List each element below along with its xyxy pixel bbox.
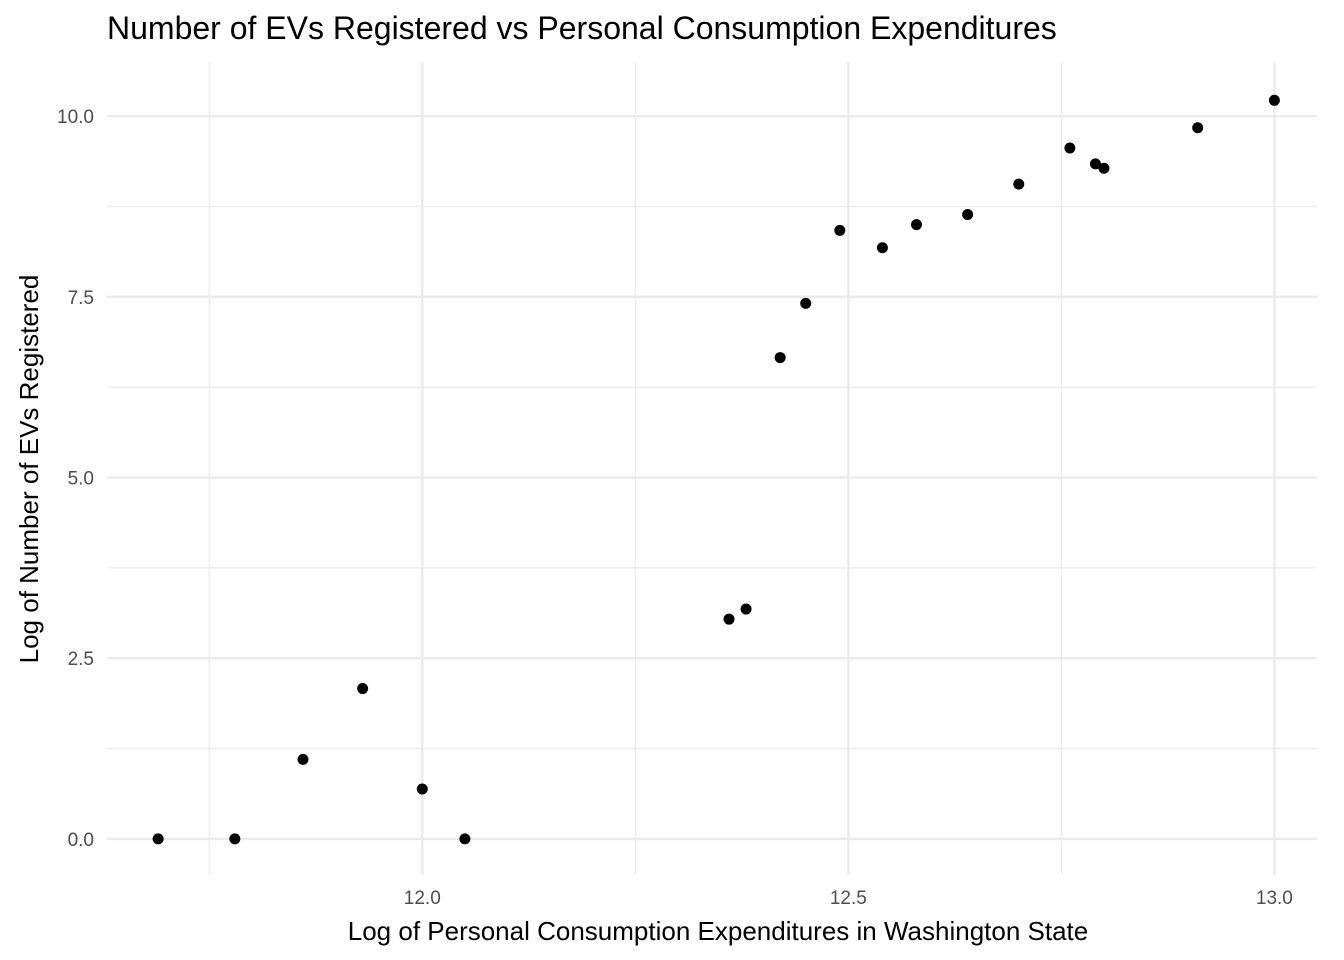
y-axis-title: Log of Number of EVs Registered — [14, 275, 44, 664]
y-tick-label: 10.0 — [57, 107, 94, 128]
data-point — [911, 219, 923, 231]
data-point — [1098, 162, 1110, 174]
y-tick-label: 0.0 — [68, 830, 94, 851]
data-point — [740, 603, 752, 615]
data-point — [876, 242, 888, 254]
data-point — [416, 783, 428, 795]
data-point — [1089, 158, 1101, 170]
data-point — [834, 224, 846, 236]
points-layer — [152, 94, 1280, 845]
data-point — [774, 352, 786, 364]
data-point — [297, 753, 309, 765]
data-point — [459, 833, 471, 845]
tick-labels: 12.0 12.5 13.0 0.0 2.5 5.0 7.5 10.0 — [57, 107, 1293, 909]
grid-layer — [107, 62, 1317, 875]
data-point — [1013, 178, 1025, 190]
data-point — [1064, 142, 1076, 154]
data-point — [962, 208, 974, 220]
data-point — [723, 613, 735, 625]
x-tick-label: 12.0 — [404, 888, 441, 909]
data-point — [1268, 94, 1280, 106]
data-point — [229, 833, 241, 845]
x-tick-label: 12.5 — [830, 888, 867, 909]
chart-title: Number of EVs Registered vs Personal Con… — [107, 10, 1057, 46]
y-tick-label: 2.5 — [68, 649, 94, 670]
y-tick-label: 7.5 — [68, 288, 94, 309]
data-point — [152, 833, 164, 845]
x-axis-title: Log of Personal Consumption Expenditures… — [348, 916, 1088, 946]
data-point — [800, 297, 812, 309]
x-tick-label: 13.0 — [1256, 888, 1293, 909]
data-point — [1192, 122, 1204, 134]
data-point — [357, 683, 369, 695]
y-tick-label: 5.0 — [68, 469, 94, 490]
